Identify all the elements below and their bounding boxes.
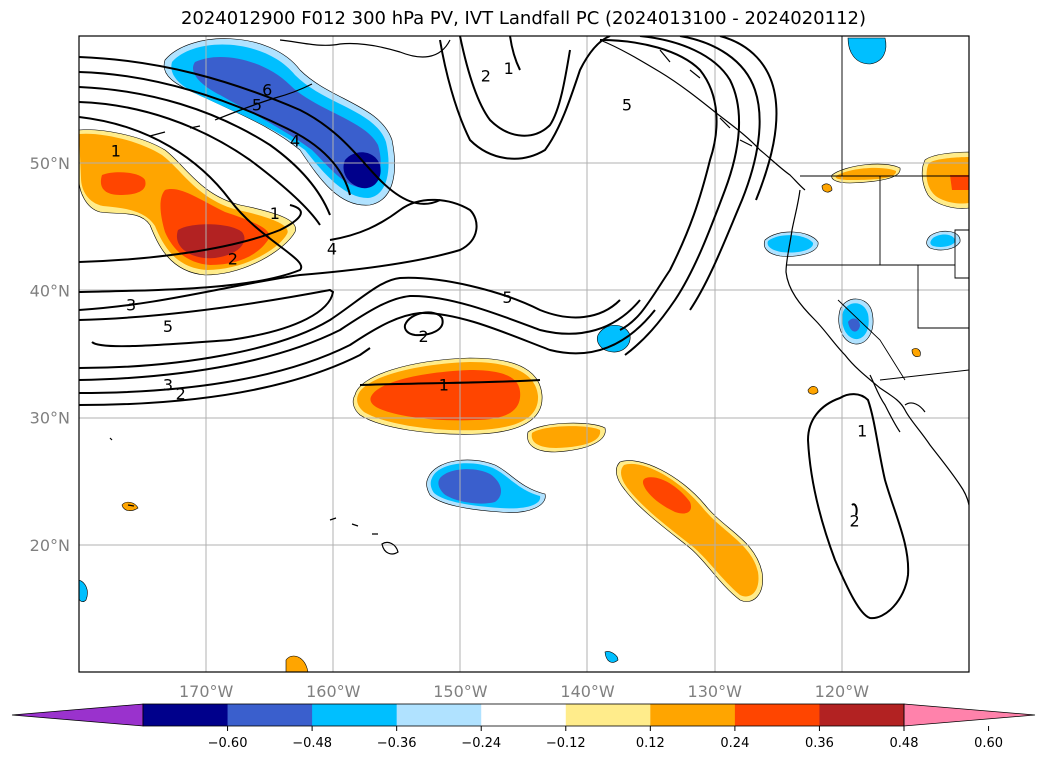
- contour-label: 6: [262, 80, 272, 99]
- colorbar-extend-min: [11, 703, 144, 727]
- contour-label: 2: [418, 327, 428, 346]
- map-title: 2024012900 F012 300 hPa PV, IVT Landfall…: [180, 8, 867, 29]
- lat-tick-label: 50°N: [30, 154, 70, 173]
- colorbar-segment: [143, 704, 229, 726]
- latitude-ticks: 20°N 30°N 40°N 50°N: [30, 154, 70, 555]
- colorbar-segment: [312, 704, 398, 726]
- colorbar-segment: [565, 704, 651, 726]
- coastlines: [109, 39, 969, 555]
- colorbar-segment: [734, 704, 820, 726]
- contour-label: 5: [163, 317, 173, 336]
- colorbar-tick-label: 0.60: [974, 736, 1003, 751]
- lat-tick-label: 20°N: [30, 536, 70, 555]
- colorbar-tick-label: −0.60: [208, 736, 248, 751]
- colorbar-segment: [396, 704, 482, 726]
- colorbar-tick-label: 0.24: [720, 736, 749, 751]
- colorbar-outline: [142, 703, 905, 727]
- contour-label: 1: [111, 141, 121, 160]
- lat-tick-label: 40°N: [30, 281, 70, 300]
- colorbar-segment: [227, 704, 313, 726]
- contour-label: 5: [502, 288, 512, 307]
- contour-label: 4: [290, 131, 300, 150]
- contour-label: 4: [327, 239, 337, 258]
- contour-label: 2: [481, 66, 491, 85]
- contour-label: 3: [126, 295, 136, 314]
- contour-label: 3: [163, 376, 173, 395]
- lon-tick-label: 150°W: [433, 682, 488, 701]
- lon-tick-label: 120°W: [815, 682, 870, 701]
- colorbar-tick-label: 0.36: [805, 736, 834, 751]
- colorbar-extend-max: [903, 703, 1036, 727]
- colorbar-tick-label: −0.24: [461, 736, 501, 751]
- lon-tick-label: 130°W: [688, 682, 743, 701]
- colorbar-segment: [650, 704, 736, 726]
- pv-contours: [79, 36, 910, 620]
- colorbar-tick-label: −0.12: [546, 736, 586, 751]
- contour-label: 5: [252, 96, 262, 115]
- lon-tick-label: 170°W: [179, 682, 234, 701]
- colorbar-tick-label: 0.12: [636, 736, 665, 751]
- colorbar-tick-label: −0.48: [292, 736, 332, 751]
- map-frame: [78, 35, 970, 673]
- colorbar-segment: [819, 704, 905, 726]
- contour-label: 1: [439, 376, 449, 395]
- contour-label: 2: [849, 512, 859, 531]
- lon-tick-label: 140°W: [560, 682, 615, 701]
- contour-label: 2: [176, 384, 186, 403]
- colorbar: −0.60 −0.48 −0.36 −0.24 −0.12 0.12 0.24 0.36 0.4…: [11, 703, 1036, 751]
- longitude-ticks: 170°W 160°W 150°W 140°W 130°W 120°W: [179, 682, 869, 701]
- political-borders: [786, 36, 969, 381]
- lat-tick-label: 30°N: [30, 409, 70, 428]
- lon-tick-label: 160°W: [306, 682, 361, 701]
- colorbar-segment: [481, 704, 567, 726]
- contour-label: 1: [270, 204, 280, 223]
- colorbar-tick-label: −0.36: [377, 736, 417, 751]
- gridlines: [79, 36, 969, 672]
- contour-label: 1: [504, 59, 514, 78]
- colorbar-tick-label: 0.48: [890, 736, 919, 751]
- contour-label: 5: [622, 96, 632, 115]
- contour-label: 2: [228, 250, 238, 269]
- contour-label: 1: [857, 421, 867, 440]
